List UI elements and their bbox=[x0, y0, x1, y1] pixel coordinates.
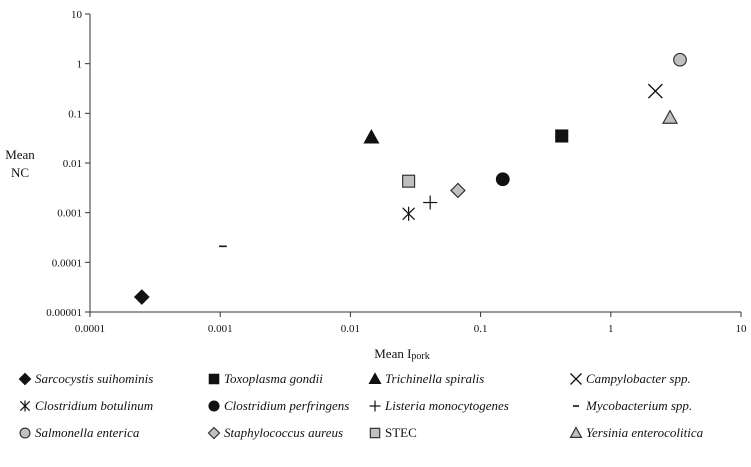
point-clostridium-botulinum bbox=[402, 206, 415, 221]
x-axis-title: Mean Ipork bbox=[374, 346, 430, 362]
legend-item-salmonella-enterica: Salmonella enterica bbox=[19, 425, 140, 440]
x-axis-title-subscript: pork bbox=[411, 351, 429, 362]
legend-item-clostridium-perfringens: Clostridium perfringens bbox=[208, 398, 349, 413]
x-tick-label: 0.1 bbox=[474, 323, 488, 335]
point-yersinia-enterocolitica bbox=[662, 109, 679, 124]
x-tick-label: 1 bbox=[608, 323, 614, 335]
point-campylobacter-spp bbox=[647, 83, 663, 99]
legend-item-mycobacterium-spp: Mycobacterium spp. bbox=[572, 398, 692, 413]
legend-label-mycobacterium-spp: Mycobacterium spp. bbox=[585, 398, 692, 413]
legend-label-toxoplasma-gondii: Toxoplasma gondii bbox=[224, 371, 323, 386]
legend-label-sarcocystis-suihominis: Sarcocystis suihominis bbox=[35, 371, 153, 386]
legend-label-yersinia-enterocolitica: Yersinia enterocolitica bbox=[586, 425, 704, 440]
y-tick-label: 0.00001 bbox=[46, 307, 82, 319]
point-staphylococcus-aureus bbox=[450, 182, 466, 199]
legend-marker-clostridium-perfringens bbox=[208, 400, 220, 412]
data-points bbox=[133, 52, 687, 305]
y-tick-label: 0.1 bbox=[68, 108, 82, 120]
y-tick-label: 1 bbox=[77, 59, 83, 71]
point-trichinella-spiralis bbox=[363, 129, 380, 144]
legend-marker-staphylococcus-aureus bbox=[207, 426, 221, 440]
legend-item-stec: STEC bbox=[369, 425, 417, 440]
x-tick-label: 10 bbox=[736, 323, 748, 335]
legend-label-salmonella-enterica: Salmonella enterica bbox=[35, 425, 140, 440]
y-axis-title-line-2: NC bbox=[11, 165, 29, 180]
legend-item-listeria-monocytogenes: Listeria monocytogenes bbox=[369, 398, 509, 413]
legend-marker-campylobacter-spp bbox=[570, 373, 582, 385]
point-sarcocystis-suihominis bbox=[133, 289, 150, 305]
axes-layer bbox=[85, 13, 742, 317]
legend-item-toxoplasma-gondii: Toxoplasma gondii bbox=[208, 371, 323, 386]
y-tick-label: 0.0001 bbox=[52, 257, 82, 269]
legend: Sarcocystis suihominis Toxoplasma gondii T… bbox=[18, 371, 704, 440]
legend-label-clostridium-perfringens: Clostridium perfringens bbox=[224, 398, 349, 413]
legend-label-trichinella-spiralis: Trichinella spiralis bbox=[385, 371, 484, 386]
y-tick-label: 0.01 bbox=[63, 158, 82, 170]
legend-marker-sarcocystis-suihominis bbox=[18, 372, 32, 386]
legend-item-sarcocystis-suihominis: Sarcocystis suihominis bbox=[18, 371, 153, 386]
axis-titles: Mean NC Mean Ipork bbox=[5, 147, 430, 362]
point-stec bbox=[402, 174, 416, 188]
legend-marker-toxoplasma-gondii bbox=[208, 373, 220, 385]
y-axis-title-line-1: Mean bbox=[5, 147, 35, 162]
legend-label-campylobacter-spp: Campylobacter spp. bbox=[586, 371, 691, 386]
legend-item-yersinia-enterocolitica: Yersinia enterocolitica bbox=[569, 425, 704, 440]
legend-label-stec: STEC bbox=[385, 425, 417, 440]
legend-marker-stec bbox=[369, 427, 381, 439]
legend-item-campylobacter-spp: Campylobacter spp. bbox=[570, 371, 691, 386]
legend-marker-salmonella-enterica bbox=[19, 427, 31, 439]
x-tick-label: 0.001 bbox=[208, 323, 233, 335]
legend-marker-clostridium-botulinum bbox=[19, 400, 31, 412]
point-clostridium-perfringens bbox=[495, 172, 510, 187]
legend-item-trichinella-spiralis: Trichinella spiralis bbox=[368, 371, 484, 386]
point-salmonella-enterica bbox=[673, 52, 687, 67]
point-toxoplasma-gondii bbox=[555, 129, 569, 143]
x-tick-label: 0.0001 bbox=[75, 323, 105, 335]
point-listeria-monocytogenes bbox=[423, 195, 438, 210]
legend-label-listeria-monocytogenes: Listeria monocytogenes bbox=[384, 398, 509, 413]
legend-marker-yersinia-enterocolitica bbox=[569, 426, 583, 438]
y-tick-label: 0.001 bbox=[57, 208, 82, 220]
legend-marker-listeria-monocytogenes bbox=[369, 400, 381, 412]
legend-marker-trichinella-spiralis bbox=[368, 372, 382, 384]
y-tick-label: 10 bbox=[71, 9, 83, 21]
legend-label-staphylococcus-aureus: Staphylococcus aureus bbox=[224, 425, 343, 440]
tick-labels: 0.00001 0.0001 0.001 0.01 0.1 1 10 0.0001 0.001 0… bbox=[46, 9, 747, 335]
legend-item-clostridium-botulinum: Clostridium botulinum bbox=[19, 398, 153, 413]
legend-label-clostridium-botulinum: Clostridium botulinum bbox=[35, 398, 153, 413]
legend-item-staphylococcus-aureus: Staphylococcus aureus bbox=[207, 425, 343, 440]
x-tick-label: 0.01 bbox=[341, 323, 360, 335]
x-axis-title-main: Mean I bbox=[374, 346, 411, 361]
